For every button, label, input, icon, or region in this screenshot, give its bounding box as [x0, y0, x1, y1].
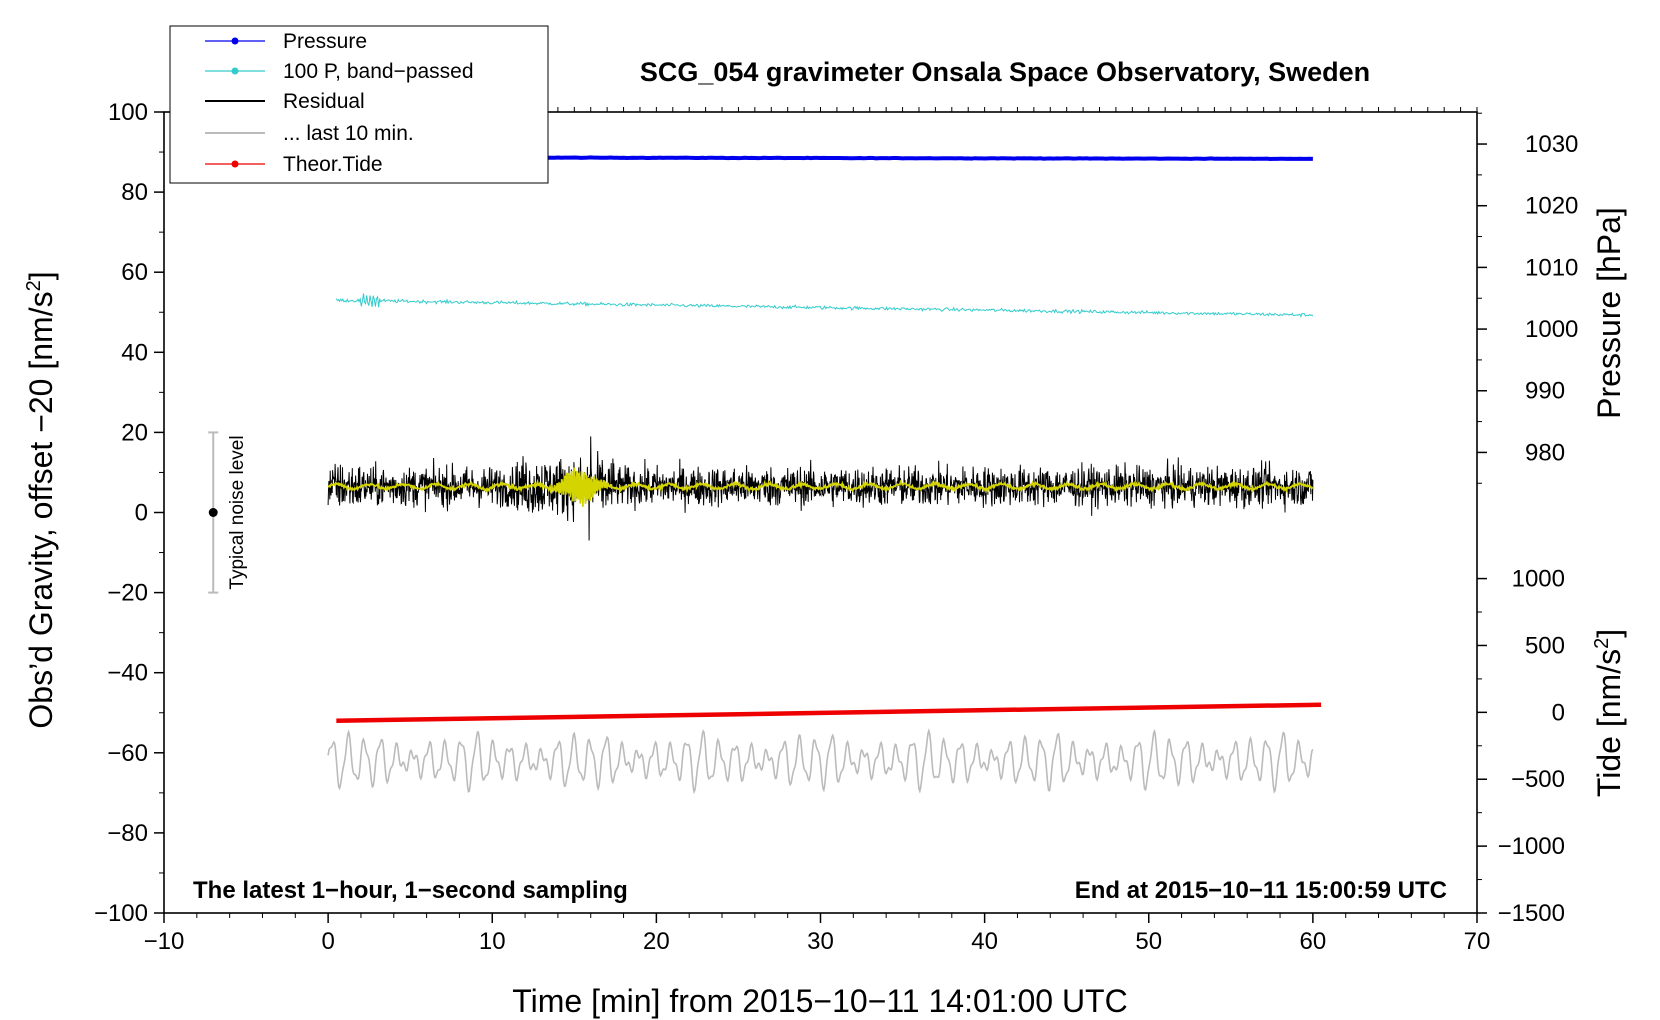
legend-entry-band-passed: 100 P, band−passed — [205, 60, 474, 83]
y-tick-label: 40 — [121, 339, 148, 366]
x-tick-label: 50 — [1135, 928, 1162, 955]
x-tick-label: 10 — [479, 928, 506, 955]
legend-label-theor-tide: Theor.Tide — [283, 153, 383, 176]
pressure-tick-label: 1020 — [1525, 193, 1578, 220]
x-tick-label: 60 — [1300, 928, 1327, 955]
legend-marker-theor-tide — [231, 160, 239, 168]
legend-marker-band-passed — [231, 67, 239, 75]
pressure-tick-label: 990 — [1525, 378, 1565, 405]
x-tick-label: 70 — [1464, 928, 1491, 955]
x-tick-label: 20 — [643, 928, 670, 955]
series-residual — [327, 436, 1314, 541]
series-last-10-min — [327, 728, 1314, 795]
series-residual-smoothed — [327, 467, 1314, 507]
y-axis-pressure-title: Pressure [hPa] — [1591, 207, 1627, 419]
legend-entry-pressure: Pressure — [205, 30, 367, 53]
legend-label-residual: Residual — [283, 90, 365, 113]
annotation-end-time: End at 2015−10−11 15:00:59 UTC — [1075, 877, 1447, 904]
legend-label-pressure: Pressure — [283, 30, 367, 53]
legend-entry-theor-tide: Theor.Tide — [205, 153, 383, 176]
tide-tick-label: 1000 — [1512, 566, 1565, 593]
y-axis-left-title: Obs’d Gravity, offset −20 [nm/s2] — [23, 271, 59, 728]
noise-label: Typical noise level — [227, 435, 248, 589]
legend-marker-pressure — [231, 37, 239, 45]
y-tick-label: −20 — [107, 580, 148, 607]
tide-tick-label: −500 — [1511, 766, 1565, 793]
series-band-passed — [335, 293, 1314, 318]
x-tick-label: −10 — [144, 928, 185, 955]
pressure-tick-label: 980 — [1525, 439, 1565, 466]
y-tick-label: −40 — [107, 660, 148, 687]
plot-frame — [163, 111, 1478, 914]
y-axis-tide-title: Tide [nm/s2] — [1591, 629, 1627, 797]
legend-label-band-passed: 100 P, band−passed — [283, 60, 474, 83]
pressure-tick-label: 1030 — [1525, 131, 1578, 158]
annotation-sampling: The latest 1−hour, 1−second sampling — [193, 877, 628, 904]
y-tick-label: 20 — [121, 419, 148, 446]
x-tick-label: 30 — [807, 928, 834, 955]
y-tick-label: −60 — [107, 740, 148, 767]
legend-box — [169, 25, 549, 184]
x-tick-label: 40 — [971, 928, 998, 955]
y-tick-label: −80 — [107, 820, 148, 847]
ticks-layer: −10 0 10 20 30 40 50 60 70100806040200−20−40−60−… — [94, 99, 1578, 955]
x-axis-title: Time [min] from 2015−10−11 14:01:00 UTC — [512, 983, 1127, 1019]
pressure-tick-label: 1000 — [1525, 316, 1578, 343]
legend: Pressure 100 P, band−passed Residual ...… — [169, 25, 549, 184]
tide-tick-label: 500 — [1525, 632, 1565, 659]
tide-tick-label: −1500 — [1498, 900, 1565, 927]
tide-tick-label: −1000 — [1498, 833, 1565, 860]
y-tick-label: 0 — [135, 500, 148, 527]
chart-title: SCG_054 gravimeter Onsala Space Observat… — [640, 57, 1370, 87]
noise-level-indicator: Typical noise level — [208, 431, 248, 594]
y-tick-label: −100 — [94, 900, 148, 927]
y-tick-label: 80 — [121, 179, 148, 206]
y-tick-label: 60 — [121, 259, 148, 286]
noise-dot — [208, 508, 218, 517]
series-theor-tide — [336, 702, 1322, 724]
series-layer — [327, 155, 1322, 795]
y-tick-label: 100 — [108, 99, 148, 126]
pressure-tick-label: 1010 — [1525, 254, 1578, 281]
legend-label-last-10-min: ... last 10 min. — [283, 122, 414, 145]
legend-entry-last-10-min: ... last 10 min. — [205, 122, 414, 145]
x-tick-label: 0 — [321, 928, 334, 955]
legend-entry-residual: Residual — [205, 90, 365, 113]
tide-tick-label: 0 — [1552, 699, 1565, 726]
